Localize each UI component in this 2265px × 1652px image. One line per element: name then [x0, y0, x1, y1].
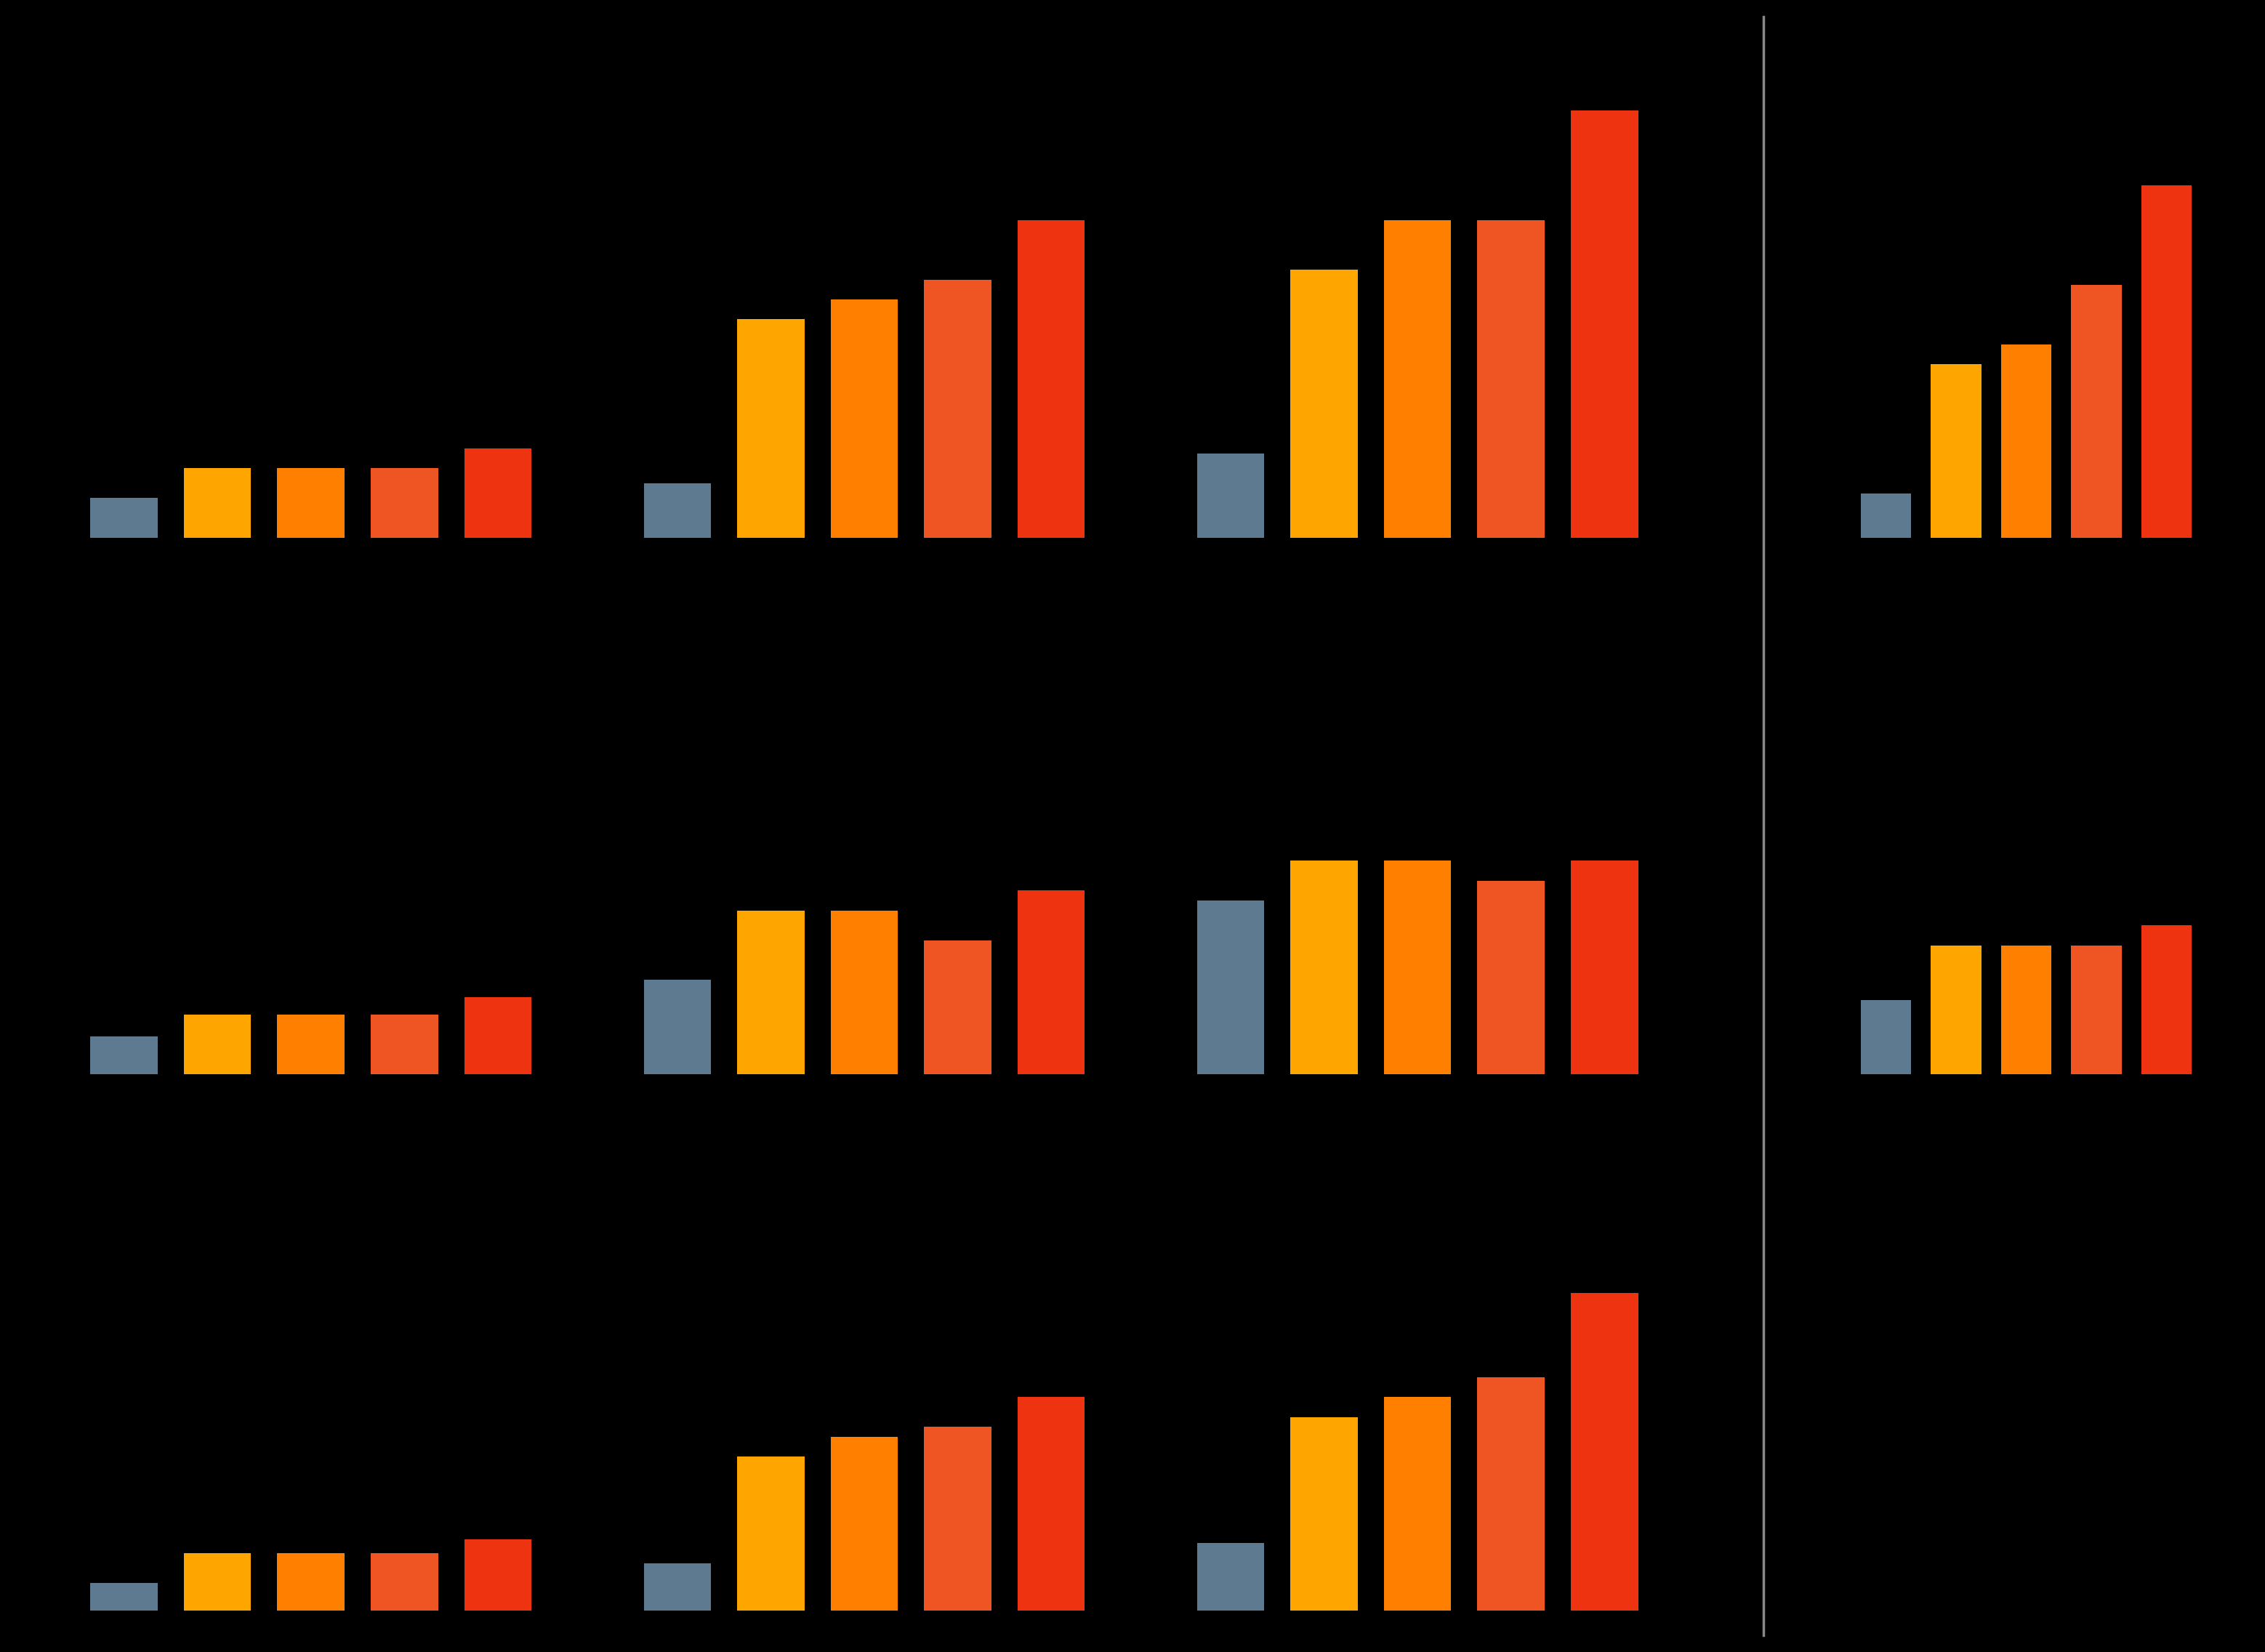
Bar: [276, 1014, 344, 1074]
Bar: [736, 910, 804, 1074]
Bar: [1384, 1398, 1452, 1611]
Bar: [183, 469, 251, 539]
Bar: [1384, 861, 1452, 1074]
Bar: [831, 1437, 897, 1611]
Bar: [371, 1553, 437, 1611]
Bar: [371, 469, 437, 539]
Bar: [1196, 1543, 1264, 1611]
Bar: [276, 1553, 344, 1611]
Bar: [91, 499, 159, 539]
Bar: [276, 469, 344, 539]
Bar: [831, 910, 897, 1074]
Bar: [1572, 1294, 1638, 1611]
Bar: [1017, 890, 1085, 1074]
Bar: [1017, 220, 1085, 539]
Bar: [1384, 220, 1452, 539]
Bar: [1291, 861, 1357, 1074]
Bar: [464, 1540, 532, 1611]
Bar: [1572, 861, 1638, 1074]
Bar: [1291, 269, 1357, 539]
Bar: [1196, 900, 1264, 1074]
Bar: [1477, 881, 1545, 1074]
Bar: [1572, 111, 1638, 539]
Bar: [1862, 494, 1912, 539]
Bar: [2000, 945, 2052, 1074]
Bar: [371, 1014, 437, 1074]
Bar: [91, 1583, 159, 1611]
Bar: [1930, 363, 1982, 539]
Bar: [1477, 1378, 1545, 1611]
Bar: [831, 299, 897, 539]
Bar: [183, 1553, 251, 1611]
Bar: [643, 484, 711, 539]
Bar: [2000, 344, 2052, 539]
Bar: [1196, 454, 1264, 539]
Bar: [1862, 999, 1912, 1074]
Bar: [2070, 284, 2122, 539]
Bar: [2140, 185, 2193, 539]
Bar: [924, 1427, 992, 1611]
Bar: [464, 996, 532, 1074]
Bar: [643, 980, 711, 1074]
Bar: [924, 279, 992, 539]
Bar: [1477, 220, 1545, 539]
Bar: [643, 1563, 711, 1611]
Bar: [1017, 1398, 1085, 1611]
Bar: [1291, 1417, 1357, 1611]
Bar: [736, 319, 804, 539]
Bar: [91, 1036, 159, 1074]
Bar: [1930, 945, 1982, 1074]
Bar: [464, 449, 532, 539]
Bar: [2140, 925, 2193, 1074]
Bar: [736, 1457, 804, 1611]
Bar: [924, 940, 992, 1074]
Bar: [183, 1014, 251, 1074]
Bar: [2070, 945, 2122, 1074]
